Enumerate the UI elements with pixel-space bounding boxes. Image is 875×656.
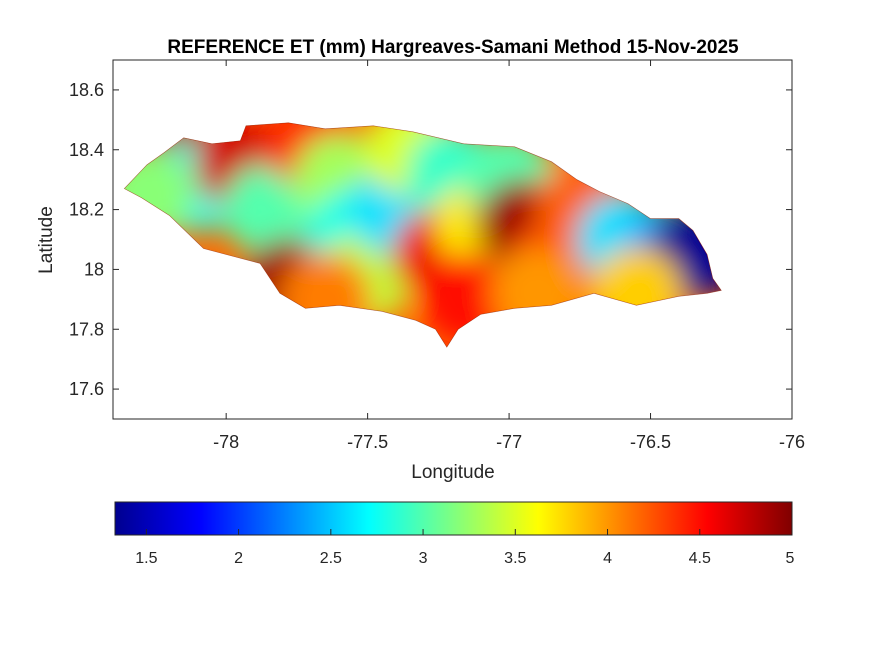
y-tick-label: 17.6 <box>69 379 104 399</box>
et-field-sample <box>222 163 315 256</box>
y-axis-ticks: 17.6 17.8 18 18.2 18.4 18.6 <box>69 80 792 399</box>
x-tick-label: -76 <box>779 432 805 452</box>
x-axis-label: Longitude <box>411 462 494 483</box>
colorbar-tick-label: 5 <box>786 550 795 567</box>
x-tick-label: -77 <box>496 432 522 452</box>
y-axis-label: Latitude <box>36 206 57 274</box>
colorbar-tick-label: 1.5 <box>135 550 157 567</box>
y-tick-label: 18.6 <box>69 80 104 100</box>
x-tick-label: -78 <box>213 432 239 452</box>
y-tick-label: 18 <box>84 259 104 279</box>
y-tick-label: 17.8 <box>69 319 104 339</box>
colorbar-tick-label: 4 <box>603 550 612 567</box>
colorbar-tick-label: 3.5 <box>504 550 526 567</box>
y-tick-label: 18.2 <box>69 200 104 220</box>
colorbar-tick-label: 2.5 <box>320 550 342 567</box>
colorbar-tick-label: 2 <box>234 550 243 567</box>
colorbar-ticks: 1.5 2 2.5 3 3.5 4 4.5 5 <box>135 529 795 567</box>
y-tick-label: 18.4 <box>69 140 104 160</box>
x-tick-label: -77.5 <box>347 432 388 452</box>
colorbar-tick-label: 4.5 <box>689 550 711 567</box>
island-outline <box>123 122 722 348</box>
colorbar-tick-label: 3 <box>419 550 428 567</box>
chart-title: REFERENCE ET (mm) Hargreaves-Samani Meth… <box>167 37 739 58</box>
x-tick-label: -76.5 <box>630 432 671 452</box>
x-axis-ticks: -78 -77.5 -77 -76.5 -76 <box>213 60 805 452</box>
colorbar <box>114 501 793 536</box>
